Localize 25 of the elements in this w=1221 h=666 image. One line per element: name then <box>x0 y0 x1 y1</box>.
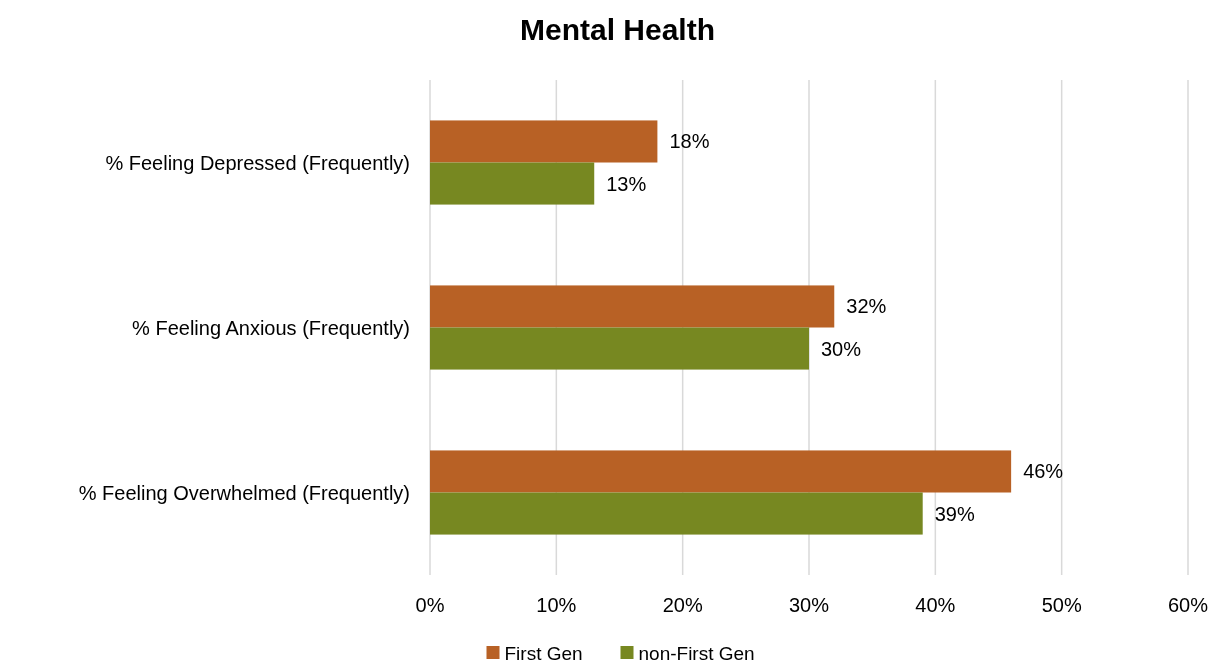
x-tick-label: 10% <box>536 594 577 616</box>
y-tick-label: % Feeling Depressed (Frequently) <box>105 151 410 174</box>
x-tick-label: 60% <box>1167 594 1209 616</box>
legend-label: non-First Gen <box>638 642 755 664</box>
y-tick-label: % Feeling Overwhelmed (Frequently) <box>78 481 410 504</box>
y-tick-label: % Feeling Anxious (Frequently) <box>132 316 410 339</box>
bar <box>430 285 835 328</box>
data-label: 18% <box>669 130 710 153</box>
data-label: 32% <box>846 295 887 318</box>
chart-title: Mental Health <box>519 13 716 46</box>
data-label: 39% <box>934 502 975 525</box>
data-label: 13% <box>606 172 647 195</box>
bar <box>430 450 1012 493</box>
data-label: 46% <box>1023 460 1064 483</box>
bar <box>430 162 595 205</box>
bar <box>430 327 809 370</box>
x-tick-label: 20% <box>662 594 703 616</box>
x-tick-label: 40% <box>915 594 956 616</box>
data-label: 30% <box>821 337 862 360</box>
bar <box>430 120 658 163</box>
legend-label: First Gen <box>504 642 583 664</box>
x-tick-label: 0% <box>415 594 445 616</box>
x-tick-label: 30% <box>788 594 830 616</box>
bar <box>430 492 923 535</box>
x-tick-label: 50% <box>1041 594 1082 616</box>
